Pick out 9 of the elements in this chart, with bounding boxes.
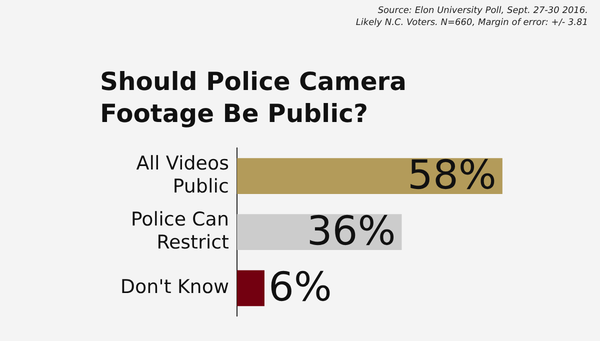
y-tick-label: All Videos Public bbox=[136, 152, 229, 198]
data-label: 36% bbox=[306, 208, 396, 254]
chart-title: Should Police Camera Footage Be Public? bbox=[100, 66, 408, 130]
data-label: 6% bbox=[268, 264, 332, 311]
source-note: Source: Elon University Poll, Sept. 27-30 2016. bbox=[376, 5, 588, 17]
y-tick-label: Police Can Restrict bbox=[130, 208, 229, 254]
text: Likely N.C. Voters. N=660, Margin of error: +/- 3.81 bbox=[356, 17, 588, 29]
y-tick-label: Don't Know bbox=[120, 276, 229, 298]
data-label: 58% bbox=[408, 152, 496, 198]
